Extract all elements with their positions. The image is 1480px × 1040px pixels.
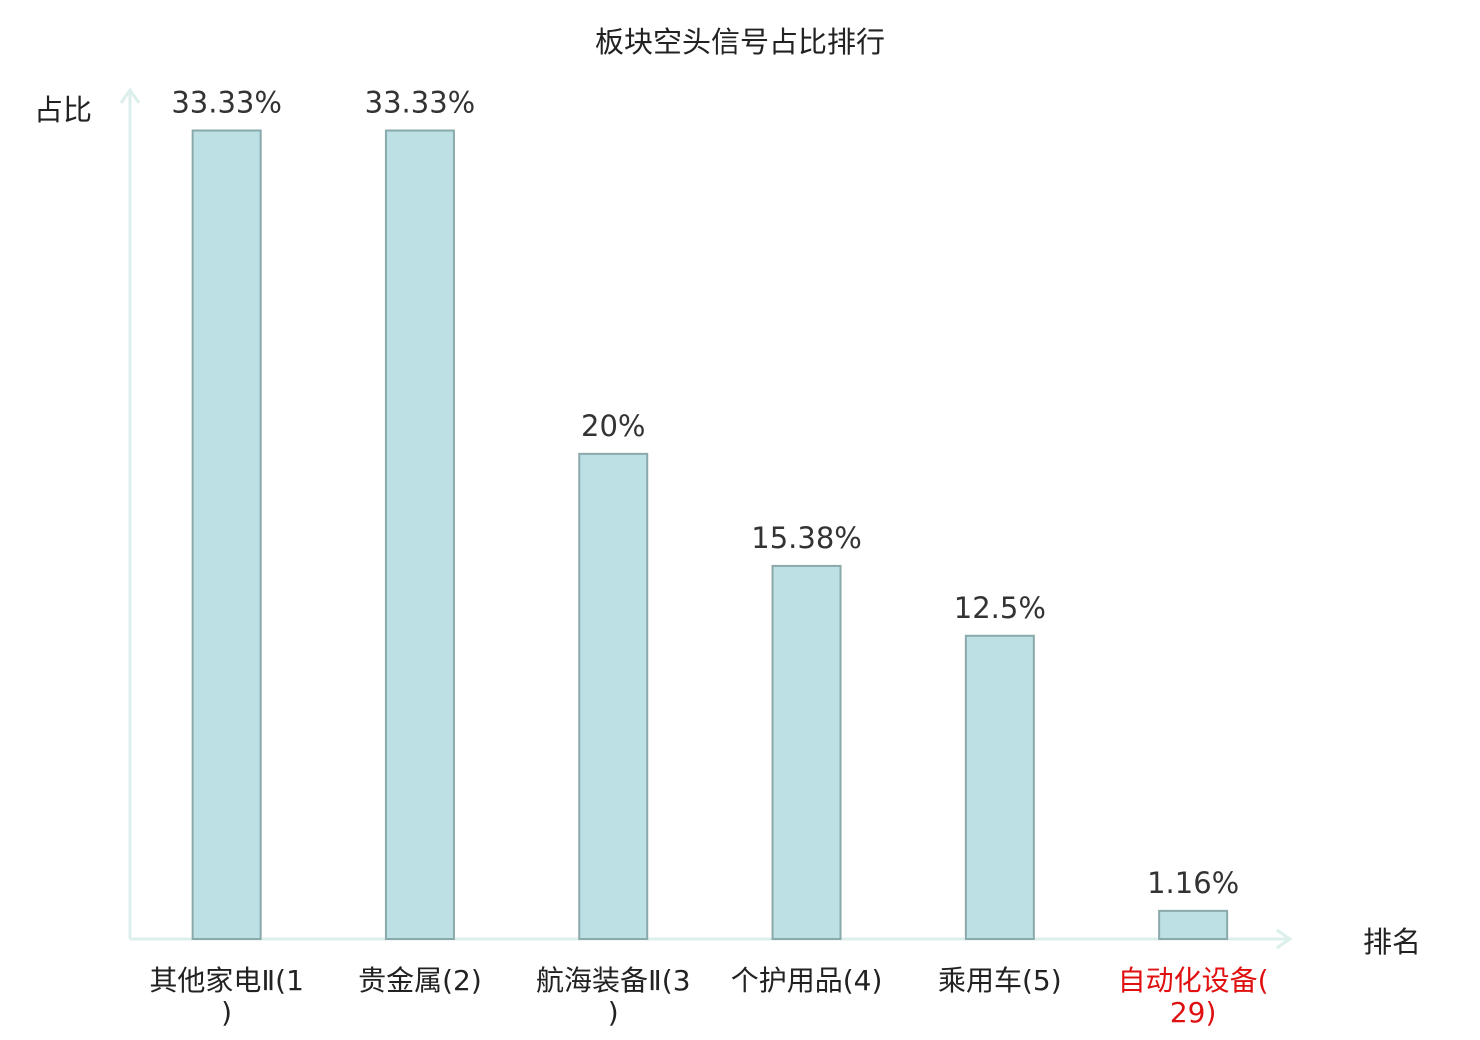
x-tick-label: 贵金属(2) bbox=[358, 964, 482, 997]
bar bbox=[1158, 909, 1229, 940]
y-axis-label: 占比 bbox=[34, 93, 92, 127]
bar bbox=[191, 129, 262, 941]
value-label: 12.5% bbox=[954, 591, 1046, 625]
value-label: 15.38% bbox=[751, 521, 862, 555]
value-label: 1.16% bbox=[1147, 866, 1239, 900]
x-tick-label: 航海装备Ⅱ(3) bbox=[535, 964, 691, 1029]
chart-title: 板块空头信号占比排行 bbox=[595, 25, 885, 59]
bar bbox=[771, 564, 842, 941]
x-tick-label: 自动化设备(29) bbox=[1117, 964, 1269, 1029]
x-tick-label: 乘用车(5) bbox=[938, 964, 1062, 997]
bar bbox=[578, 452, 649, 940]
x-tick-label: 其他家电Ⅱ(1) bbox=[149, 964, 304, 1029]
value-label: 20% bbox=[581, 409, 645, 443]
x-axis-arrow bbox=[1275, 928, 1293, 950]
bar bbox=[964, 634, 1035, 940]
x-tick-label: 个护用品(4) bbox=[730, 964, 883, 997]
bar bbox=[384, 129, 455, 941]
y-axis-arrow bbox=[119, 87, 141, 104]
x-axis-label: 排名 bbox=[1363, 925, 1421, 959]
value-label: 33.33% bbox=[171, 86, 282, 120]
value-label: 33.33% bbox=[365, 86, 476, 120]
